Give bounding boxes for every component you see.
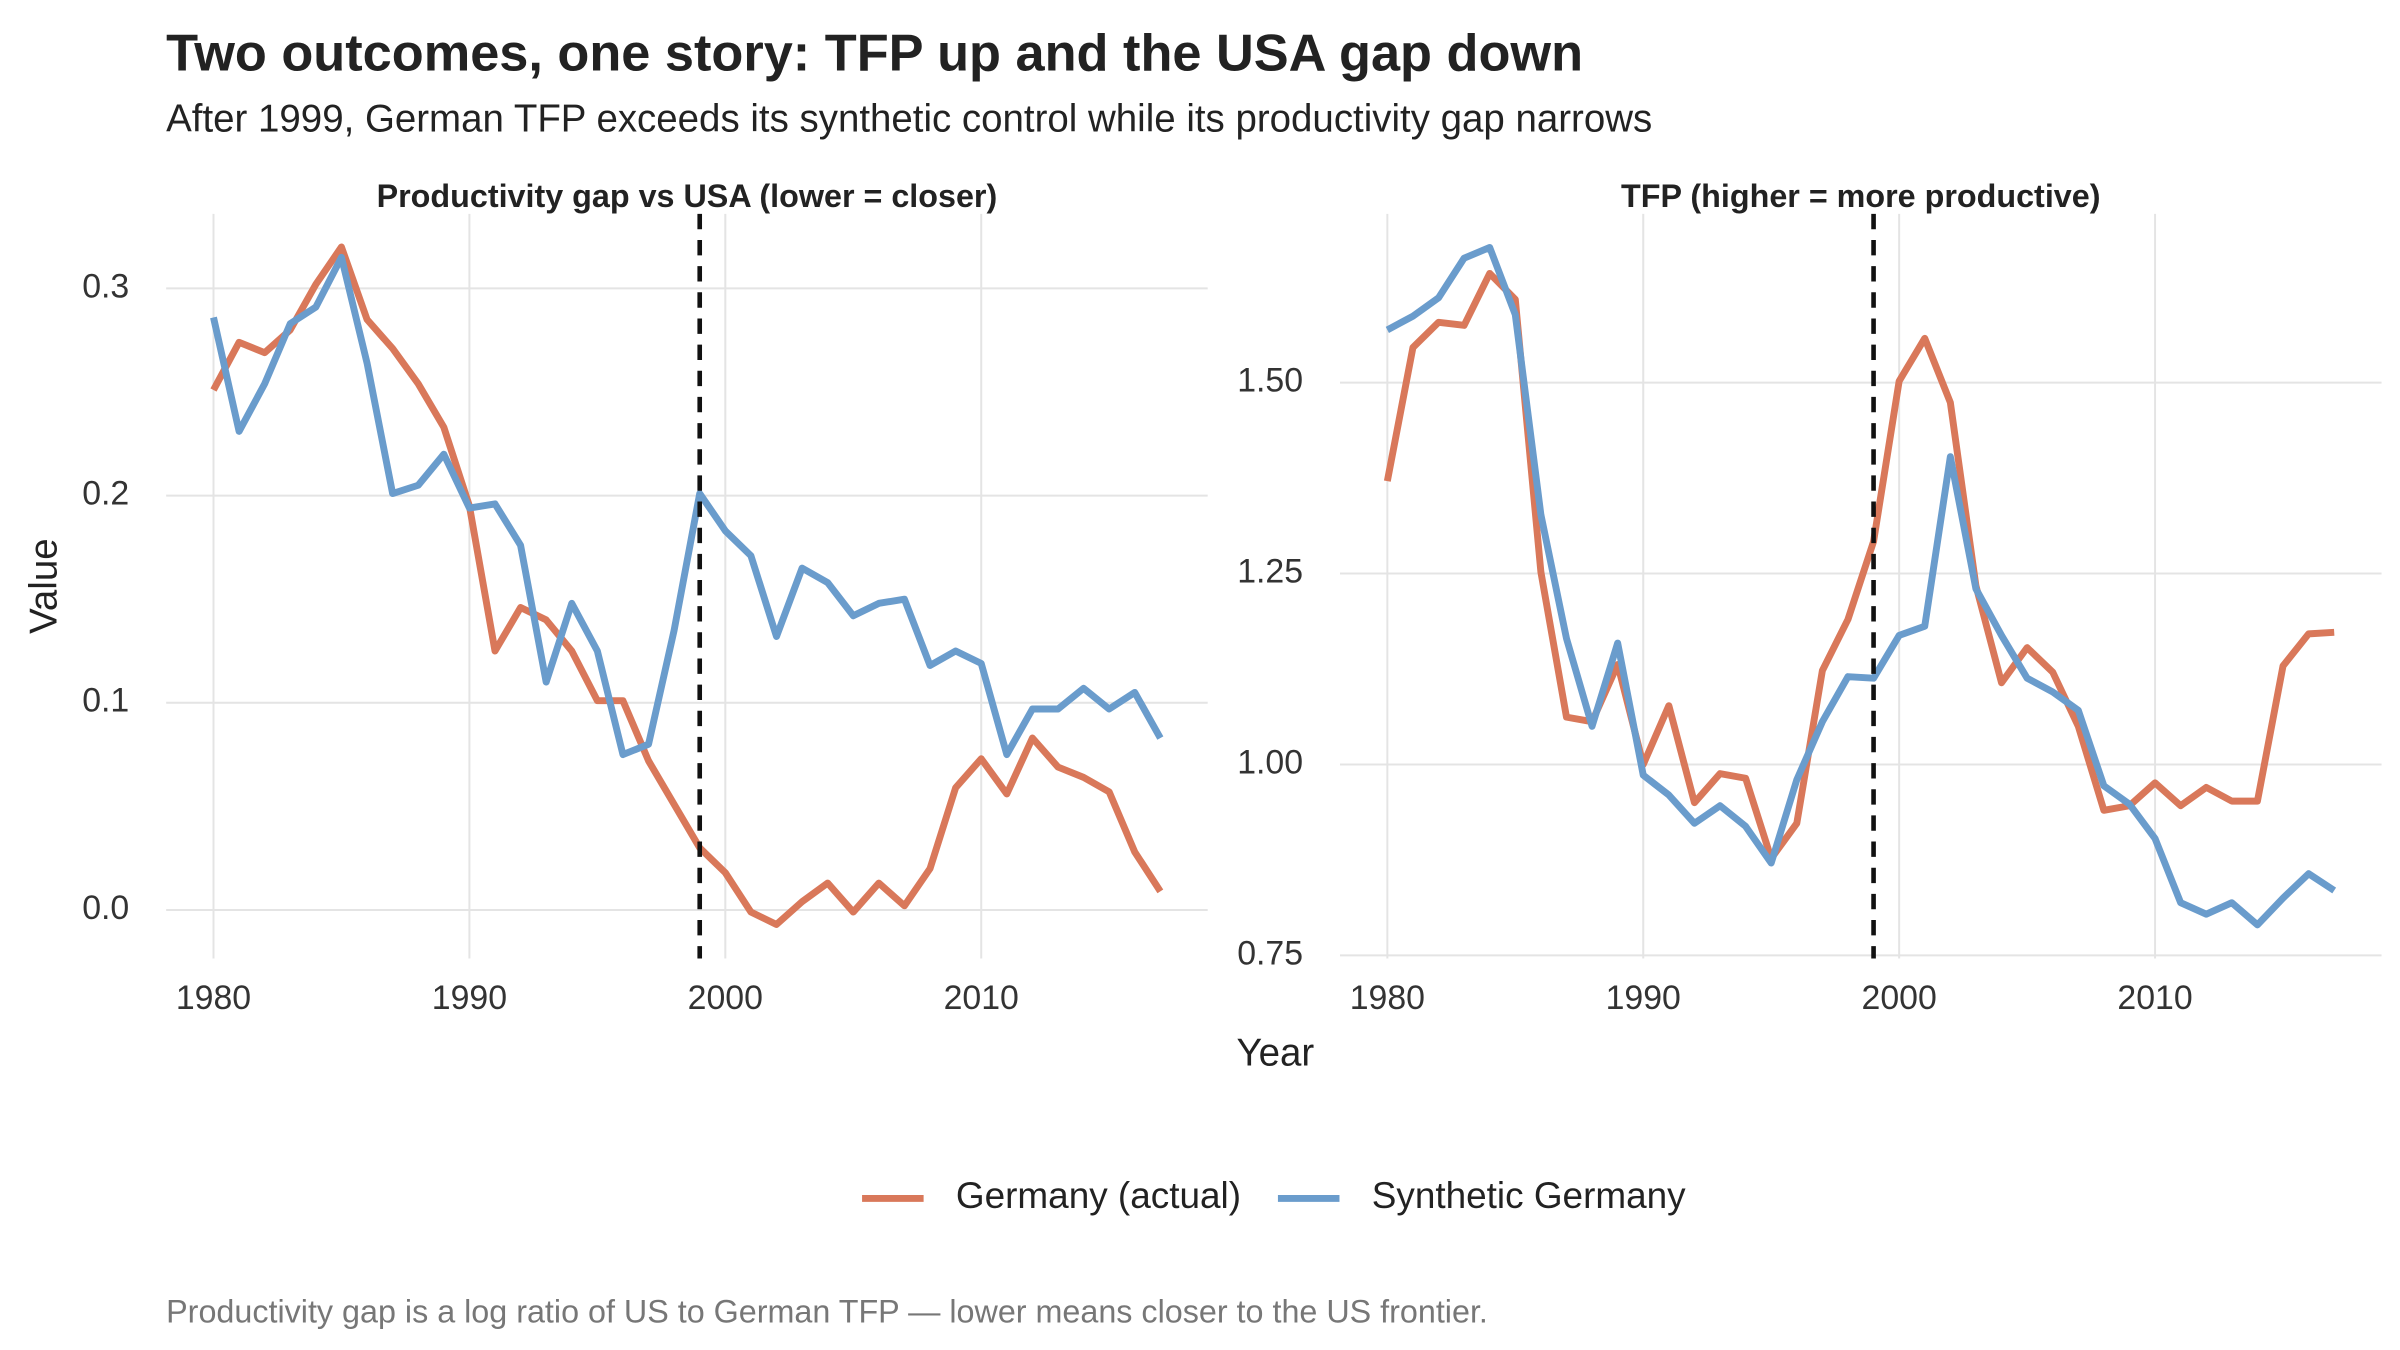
legend-label: Germany (actual) (956, 1175, 1241, 1216)
y-tick-label: 0.2 (82, 475, 129, 513)
x-tick-label: 1990 (1606, 979, 1681, 1017)
y-tick-label: 0.3 (82, 267, 129, 305)
x-tick-label: 1980 (176, 979, 251, 1017)
y-tick-label: 1.25 (1237, 552, 1303, 590)
y-tick-label: 0.0 (82, 889, 129, 927)
x-tick-label: 2010 (944, 979, 1019, 1017)
x-tick-label: 1990 (432, 979, 507, 1017)
caption: Productivity gap is a log ratio of US to… (166, 1293, 1488, 1329)
x-tick-label: 2010 (2117, 979, 2192, 1017)
data-line (210, 253, 1164, 759)
data-line (210, 243, 1164, 928)
legend-label: Synthetic Germany (1372, 1175, 1686, 1216)
data-line (1383, 269, 2335, 862)
x-tick-label: 2000 (1862, 979, 1937, 1017)
legend-item: Germany (actual) (862, 1175, 1241, 1216)
legend: Germany (actual) Synthetic Germany (862, 1175, 1686, 1216)
y-tick-label: 0.75 (1237, 934, 1303, 972)
y-tick-label: 1.00 (1237, 743, 1303, 781)
x-tick-label: 1980 (1350, 979, 1425, 1017)
legend-item: Synthetic Germany (1277, 1175, 1686, 1216)
y-tick-label: 0.1 (82, 682, 129, 720)
y-tick-label: 1.50 (1237, 362, 1303, 400)
x-tick-label: 2000 (688, 979, 763, 1017)
y-axis-label: Value (22, 538, 65, 634)
panel-title: TFP (higher = more productive) (1621, 178, 2100, 214)
chart-title: Two outcomes, one story: TFP up and the … (166, 25, 1583, 83)
chart-subtitle: After 1999, German TFP exceeds its synth… (166, 98, 1652, 141)
data-line (1385, 243, 2337, 929)
x-axis-label: Year (1237, 1032, 1315, 1075)
panel-title: Productivity gap vs USA (lower = closer) (377, 178, 998, 214)
